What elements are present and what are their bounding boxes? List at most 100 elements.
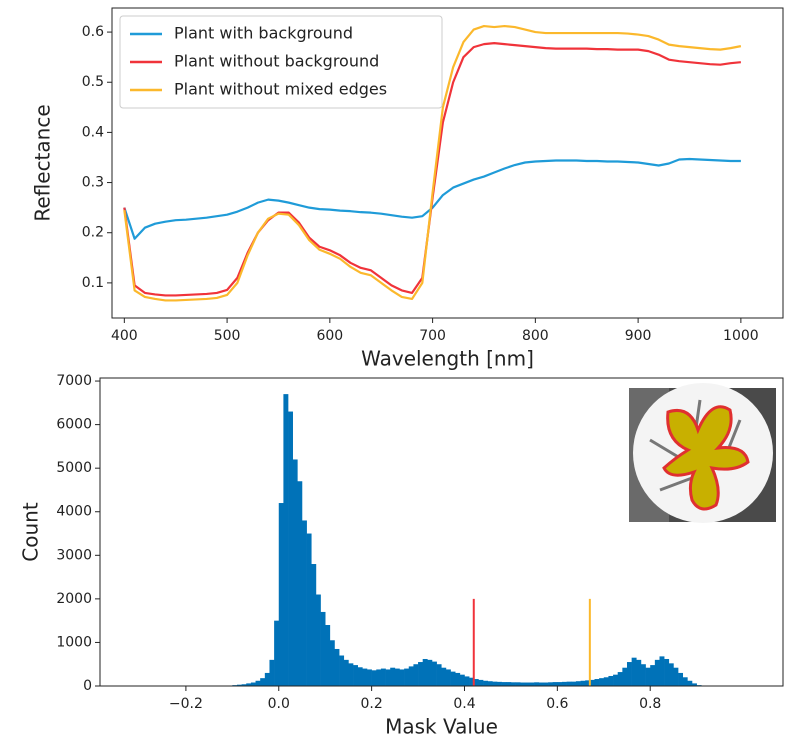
histogram-bar bbox=[450, 671, 456, 686]
histogram-bar bbox=[325, 625, 331, 686]
histogram-bar bbox=[297, 481, 303, 686]
histogram-bar bbox=[687, 680, 693, 686]
histogram-bar bbox=[441, 667, 447, 686]
histogram-bar bbox=[668, 663, 674, 686]
histogram-bar bbox=[408, 666, 414, 686]
line-series bbox=[123, 24, 742, 302]
histogram-bar bbox=[278, 503, 284, 686]
legend-box bbox=[119, 15, 443, 109]
histogram-bar bbox=[552, 682, 558, 686]
x-tick-label: 800 bbox=[522, 328, 549, 344]
y-tick-label: 7000 bbox=[56, 373, 92, 389]
x-tick-label: 700 bbox=[419, 328, 446, 344]
histogram-bar bbox=[515, 682, 521, 686]
y-tick-label: 1000 bbox=[56, 634, 92, 650]
histogram-bar bbox=[678, 672, 684, 686]
x-tick-label: 0.6 bbox=[546, 696, 568, 712]
x-tick-label: 0.2 bbox=[360, 696, 382, 712]
y-axis-label: Reflectance bbox=[31, 104, 55, 221]
histogram-bar bbox=[478, 679, 484, 686]
y-tick-label: 5000 bbox=[56, 460, 92, 476]
histogram-bar bbox=[608, 675, 614, 686]
histogram-bar bbox=[599, 678, 605, 686]
histogram-bar bbox=[580, 680, 586, 686]
histogram-bar bbox=[418, 662, 423, 686]
histogram-bar bbox=[524, 682, 530, 686]
histogram-bar bbox=[255, 680, 261, 686]
histogram-bar bbox=[241, 684, 247, 686]
histogram-bar bbox=[510, 682, 516, 686]
x-tick-label: 500 bbox=[214, 328, 241, 344]
histogram-bar bbox=[548, 682, 554, 686]
y-tick-label: 3000 bbox=[56, 547, 92, 563]
histogram-bar bbox=[626, 662, 632, 686]
histogram-bar bbox=[622, 667, 628, 686]
histogram-bar bbox=[413, 664, 419, 686]
histogram-bar bbox=[371, 670, 377, 686]
histogram-bar bbox=[636, 659, 642, 686]
y-tick-label: 0.2 bbox=[82, 225, 104, 241]
histogram-bar bbox=[404, 668, 410, 686]
histogram-bar bbox=[534, 682, 540, 686]
legend-label: Plant without background bbox=[174, 52, 379, 71]
histogram-bar bbox=[640, 664, 646, 686]
histogram-bar bbox=[269, 659, 275, 686]
histogram-bar bbox=[343, 659, 349, 686]
histogram-bar bbox=[464, 676, 470, 686]
axes-frame bbox=[99, 377, 784, 687]
histogram-bar bbox=[385, 669, 391, 686]
y-axis-label: Count bbox=[19, 502, 43, 562]
histogram-bar bbox=[334, 648, 340, 686]
histogram-bar bbox=[575, 681, 581, 686]
legend-label: Plant with background bbox=[174, 24, 353, 43]
histogram-bar bbox=[320, 611, 326, 686]
histogram-bar bbox=[339, 655, 345, 686]
histogram-bar bbox=[274, 620, 280, 686]
histogram-bar bbox=[631, 657, 637, 686]
histogram-bar bbox=[399, 669, 405, 686]
histogram-bar bbox=[682, 677, 688, 686]
x-tick-label: 900 bbox=[625, 328, 652, 344]
histogram-bar bbox=[250, 682, 256, 686]
legend-label: Plant without mixed edges bbox=[174, 80, 387, 99]
histogram-bar bbox=[483, 680, 488, 686]
histogram-bar bbox=[594, 679, 600, 686]
x-tick-label: 1000 bbox=[723, 328, 759, 344]
histogram-bar bbox=[436, 664, 442, 686]
x-tick-label: 0.4 bbox=[453, 696, 475, 712]
histogram-bar bbox=[311, 564, 317, 686]
histogram-bar bbox=[617, 672, 623, 686]
histogram-bar bbox=[236, 684, 242, 686]
y-tick-label: 0.6 bbox=[82, 24, 104, 40]
inset-image bbox=[629, 383, 776, 523]
histogram-bar bbox=[283, 394, 289, 686]
histogram-bar bbox=[543, 682, 549, 686]
histogram-bar bbox=[422, 658, 428, 686]
histogram-bar bbox=[362, 668, 368, 686]
histogram-bar bbox=[376, 669, 382, 686]
histogram-bar bbox=[613, 674, 619, 686]
histogram-bar bbox=[659, 656, 665, 686]
histogram-bar bbox=[455, 672, 461, 686]
histogram-bar bbox=[469, 677, 475, 686]
y-tick-label: 0.1 bbox=[82, 275, 104, 291]
histogram-bar bbox=[650, 665, 656, 686]
y-tick-label: 0.4 bbox=[82, 124, 104, 140]
histogram-bar bbox=[246, 683, 252, 686]
histogram-bar bbox=[431, 661, 437, 686]
histogram-bar bbox=[473, 679, 479, 686]
histogram-bar bbox=[603, 677, 609, 686]
x-tick-label: 0.8 bbox=[639, 696, 661, 712]
histogram-bar bbox=[529, 682, 535, 686]
histogram-bar bbox=[427, 659, 433, 686]
y-tick-label: 0.5 bbox=[82, 74, 104, 90]
histogram-bar bbox=[292, 459, 298, 686]
histogram-bar bbox=[380, 668, 386, 686]
y-tick-label: 0 bbox=[83, 678, 92, 694]
x-tick-label: 0.0 bbox=[268, 696, 290, 712]
histogram-bar bbox=[520, 682, 526, 686]
histogram-bar bbox=[445, 669, 451, 686]
histogram-bar bbox=[459, 674, 465, 686]
histogram-bar bbox=[492, 681, 498, 686]
